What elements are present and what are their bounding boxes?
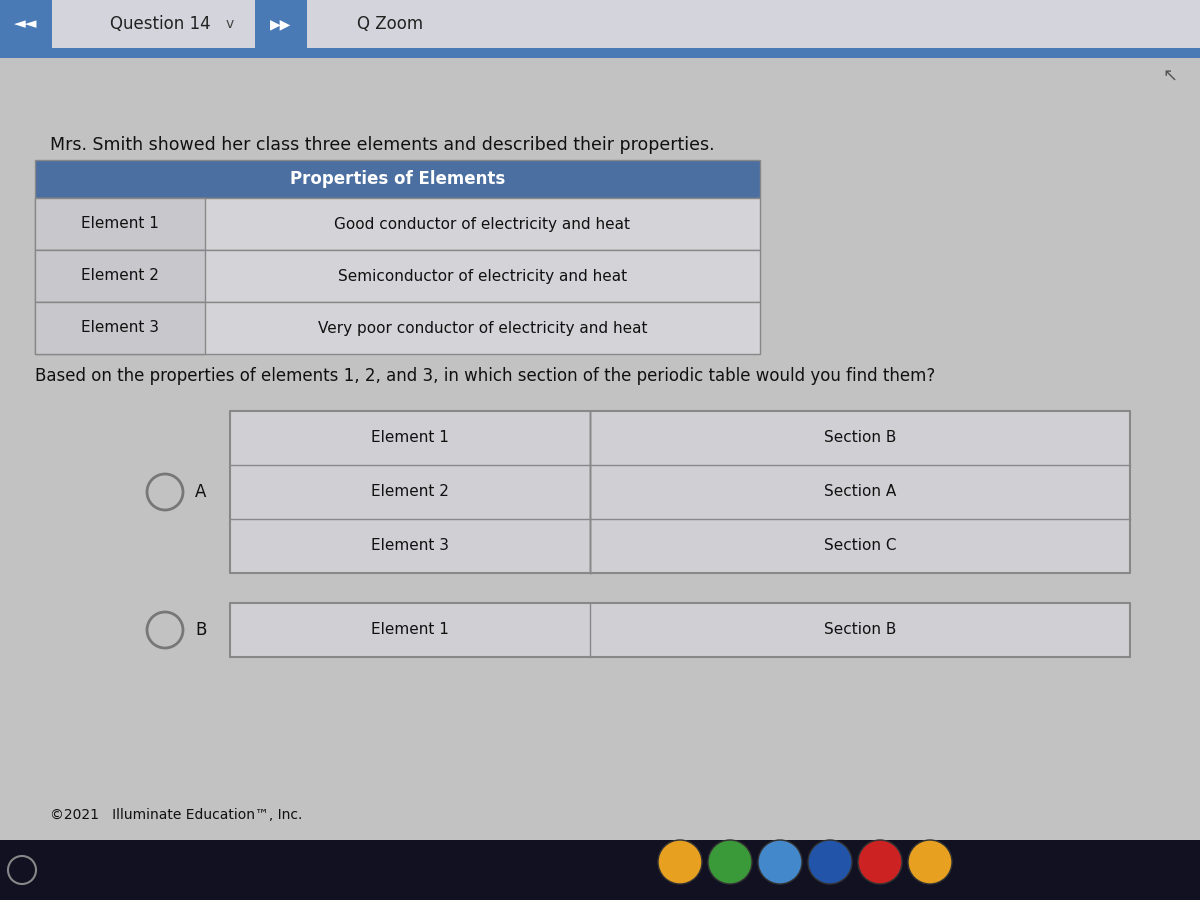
Circle shape bbox=[808, 840, 852, 884]
Text: Element 1: Element 1 bbox=[371, 623, 449, 637]
Text: B: B bbox=[194, 621, 206, 639]
Text: ◄◄: ◄◄ bbox=[14, 16, 37, 32]
FancyBboxPatch shape bbox=[230, 603, 1130, 657]
Text: Good conductor of electricity and heat: Good conductor of electricity and heat bbox=[335, 217, 630, 231]
FancyBboxPatch shape bbox=[0, 840, 1200, 900]
Text: Q Zoom: Q Zoom bbox=[356, 15, 424, 33]
Text: Section A: Section A bbox=[824, 484, 896, 500]
FancyBboxPatch shape bbox=[230, 411, 1130, 573]
Text: Based on the properties of elements 1, 2, and 3, in which section of the periodi: Based on the properties of elements 1, 2… bbox=[35, 367, 935, 385]
Text: Element 2: Element 2 bbox=[82, 268, 158, 284]
FancyBboxPatch shape bbox=[35, 198, 760, 250]
FancyBboxPatch shape bbox=[256, 0, 307, 48]
FancyBboxPatch shape bbox=[35, 302, 205, 354]
Text: Section B: Section B bbox=[824, 623, 896, 637]
FancyBboxPatch shape bbox=[35, 302, 760, 354]
Text: A: A bbox=[194, 483, 206, 501]
Text: Mrs. Smith showed her class three elements and described their properties.: Mrs. Smith showed her class three elemen… bbox=[50, 136, 715, 154]
Text: ↗: ↗ bbox=[1162, 65, 1178, 79]
Text: Element 3: Element 3 bbox=[371, 538, 449, 554]
FancyBboxPatch shape bbox=[35, 250, 205, 302]
Text: Element 2: Element 2 bbox=[371, 484, 449, 500]
FancyBboxPatch shape bbox=[0, 0, 1200, 48]
FancyBboxPatch shape bbox=[0, 0, 52, 48]
FancyBboxPatch shape bbox=[35, 198, 205, 250]
Text: ©2021   Illuminate Education™, Inc.: ©2021 Illuminate Education™, Inc. bbox=[50, 808, 302, 822]
FancyBboxPatch shape bbox=[35, 250, 760, 302]
Text: Element 1: Element 1 bbox=[371, 430, 449, 446]
Text: Section B: Section B bbox=[824, 430, 896, 446]
Text: v: v bbox=[226, 17, 234, 31]
Text: ▶▶: ▶▶ bbox=[270, 17, 292, 31]
Text: Semiconductor of electricity and heat: Semiconductor of electricity and heat bbox=[338, 268, 628, 284]
Circle shape bbox=[758, 840, 802, 884]
Text: Properties of Elements: Properties of Elements bbox=[290, 170, 505, 188]
FancyBboxPatch shape bbox=[0, 48, 1200, 58]
Text: Question 14: Question 14 bbox=[109, 15, 210, 33]
Circle shape bbox=[658, 840, 702, 884]
FancyBboxPatch shape bbox=[35, 160, 760, 198]
Circle shape bbox=[858, 840, 902, 884]
Text: Element 3: Element 3 bbox=[82, 320, 158, 336]
Circle shape bbox=[708, 840, 752, 884]
Circle shape bbox=[908, 840, 952, 884]
Text: Element 1: Element 1 bbox=[82, 217, 158, 231]
Text: Section C: Section C bbox=[823, 538, 896, 554]
Text: Very poor conductor of electricity and heat: Very poor conductor of electricity and h… bbox=[318, 320, 647, 336]
